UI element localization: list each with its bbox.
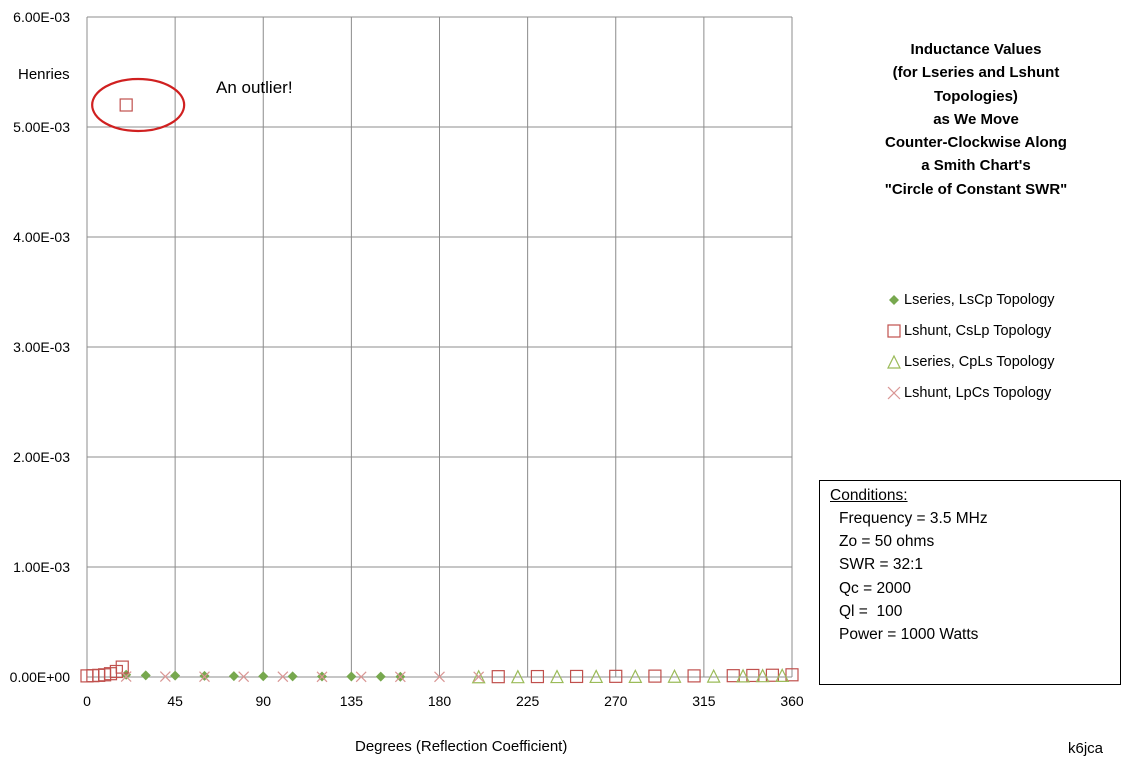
data-point (277, 671, 289, 683)
data-point (170, 670, 181, 681)
data-point (755, 668, 770, 683)
outlier-annotation: An outlier! (216, 78, 293, 97)
data-point (471, 669, 486, 684)
legend-label: Lseries, CpLs Topology (904, 353, 1055, 370)
legend-item-lseries-cpls: Lseries, CpLs Topology (884, 346, 1094, 377)
series-3-points (471, 668, 790, 684)
condition-power: Power = 1000 Watts (839, 626, 979, 644)
data-point (648, 669, 662, 683)
data-point (609, 669, 623, 683)
data-point (355, 671, 367, 683)
data-point (199, 671, 210, 683)
condition-impedance: Zo = 50 ohms (839, 533, 935, 551)
data-point (491, 670, 505, 684)
data-point (510, 669, 525, 684)
x-tick-label: 135 (340, 693, 364, 709)
y-tick-label: 4.00E-03 (13, 229, 70, 245)
data-point (119, 98, 133, 112)
data-point (569, 669, 584, 684)
data-point (258, 671, 269, 682)
data-point (346, 671, 357, 682)
legend-item-lshunt-cslp: Lshunt, CsLp Topology (884, 315, 1094, 346)
x-tick-label: 225 (516, 693, 540, 709)
author-credit: k6jca (1068, 740, 1104, 757)
data-point (687, 669, 701, 683)
legend-item-lshunt-lpcs: Lshunt, LpCs Topology (884, 377, 1094, 408)
x-tick-labels: 0 45 90 135 180 225 270 315 360 (83, 693, 804, 709)
legend-label: Lseries, LsCp Topology (904, 291, 1055, 308)
condition-frequency: Frequency = 3.5 MHz (839, 510, 988, 527)
data-point (120, 671, 132, 682)
data-point (121, 669, 132, 680)
data-point (140, 670, 151, 681)
chart-title: Inductance Values (for Lseries and Lshun… (852, 38, 1100, 201)
y-tick-label: 2.00E-03 (13, 449, 70, 465)
conditions-heading: Conditions: (830, 487, 908, 504)
x-tick-label: 90 (255, 693, 271, 709)
legend-item-lseries-lscp: Lseries, LsCp Topology (884, 284, 1094, 315)
x-marker-icon (887, 386, 901, 399)
y-tick-label: 3.00E-03 (13, 339, 70, 355)
y-tick-labels: 0.00E+00 1.00E-03 2.00E-03 3.00E-03 4.00E-03… (10, 9, 71, 685)
square-marker-icon (887, 323, 901, 338)
data-point (589, 669, 604, 684)
data-point (394, 671, 406, 683)
title-line: "Circle of Constant SWR" (884, 180, 1068, 198)
condition-ql: Ql = 100 (839, 602, 903, 620)
x-axis-label: Degrees (Reflection Coefficient) (355, 738, 568, 755)
y-tick-label: 0.00E+00 (10, 669, 71, 685)
triangle-marker-icon (887, 354, 901, 369)
y-tick-label: 5.00E-03 (13, 119, 70, 135)
grid-lines (86, 16, 793, 678)
conditions-box: Conditions: Frequency = 3.5 MHz Zo = 50 … (819, 480, 1121, 685)
data-point (628, 668, 643, 683)
legend-label: Lshunt, LpCs Topology (904, 384, 1052, 401)
data-point (287, 671, 298, 682)
x-tick-label: 45 (167, 693, 183, 709)
data-point (746, 668, 760, 683)
data-point (530, 669, 545, 684)
outlier-highlight-circle (91, 77, 186, 133)
y-axis-label: Henries (18, 66, 70, 83)
legend-label: Lshunt, CsLp Topology (904, 322, 1052, 339)
data-point (765, 668, 780, 682)
data-point (550, 669, 564, 684)
title-line: Inductance Values (910, 41, 1042, 58)
data-point (375, 671, 386, 682)
x-tick-label: 180 (428, 693, 452, 709)
x-tick-label: 0 (83, 693, 91, 709)
data-point (238, 671, 250, 683)
data-point (785, 668, 799, 682)
title-line: a Smith Chart's (921, 157, 1031, 175)
data-point (706, 668, 721, 683)
title-line: as We Move (933, 110, 1019, 128)
x-tick-label: 315 (692, 693, 716, 709)
x-tick-label: 360 (780, 693, 804, 709)
legend: Lseries, LsCp Topology Lshunt, CsLp Topo… (884, 284, 1094, 408)
data-point (228, 671, 239, 682)
title-line: Topologies) (934, 87, 1018, 105)
title-line: (for Lseries and Lshunt (892, 64, 1060, 82)
data-point (736, 668, 751, 683)
series-4-points (120, 671, 485, 683)
title-line: Counter-Clockwise Along (885, 134, 1067, 152)
data-point (473, 671, 485, 683)
y-tick-label: 1.00E-03 (13, 559, 70, 575)
data-point (726, 669, 740, 683)
data-point (775, 668, 790, 682)
data-point (316, 671, 328, 683)
x-tick-label: 270 (604, 693, 628, 709)
diamond-marker-icon (889, 294, 899, 305)
condition-qc: Qc = 2000 (839, 579, 911, 597)
data-point (434, 671, 445, 683)
condition-swr: SWR = 32:1 (839, 556, 923, 574)
data-point (159, 671, 171, 682)
data-point (667, 668, 682, 683)
y-tick-label: 6.00E-03 (13, 9, 70, 25)
data-points (80, 98, 799, 684)
